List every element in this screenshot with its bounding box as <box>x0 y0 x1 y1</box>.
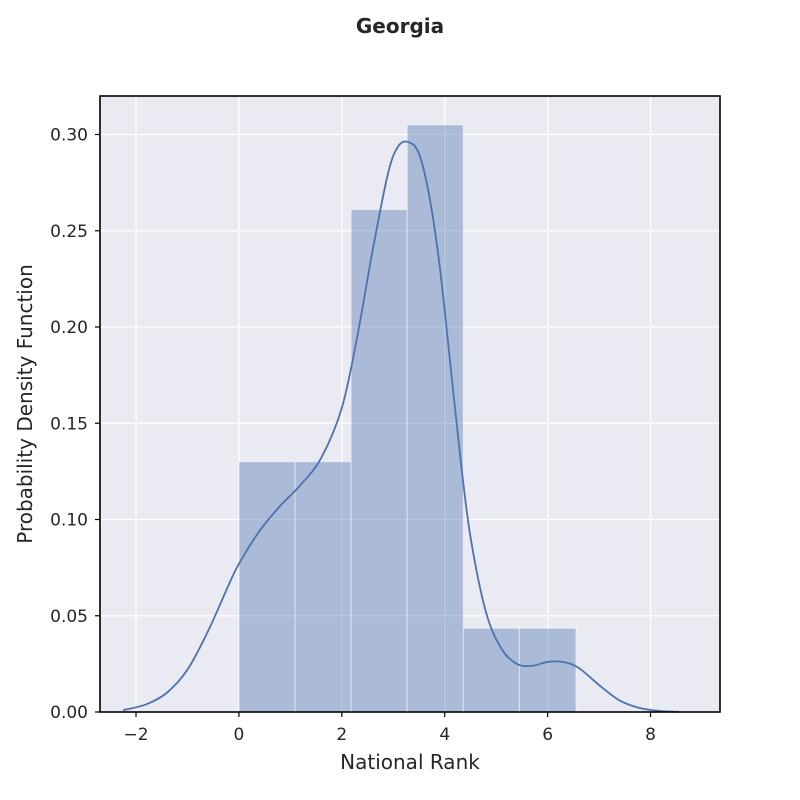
histogram-bar <box>518 627 577 713</box>
plot-frame <box>99 95 721 713</box>
histogram-bars <box>238 124 577 713</box>
x-tick-label: 6 <box>542 725 553 745</box>
histogram-bar <box>406 124 464 713</box>
y-tick-label: 0.00 <box>50 703 88 723</box>
y-axis-label: Probability Density Function <box>13 264 37 544</box>
x-axis-label: National Rank <box>340 750 480 774</box>
x-tick-label: −2 <box>123 725 148 745</box>
x-tick-label: 4 <box>439 725 450 745</box>
y-tick-label: 0.30 <box>50 126 88 146</box>
histogram-bar <box>462 627 520 713</box>
histogram-bar <box>238 461 296 713</box>
plot-area <box>100 96 720 712</box>
grid <box>100 96 720 713</box>
x-axis-ticks: −2 0 2 4 6 8 <box>123 712 656 745</box>
y-axis-ticks: 0.00 0.05 0.10 0.15 0.20 0.25 0.30 <box>50 126 100 723</box>
chart-title: Georgia <box>356 14 444 38</box>
y-tick-label: 0.05 <box>50 607 88 627</box>
y-tick-label: 0.20 <box>50 318 88 338</box>
histogram-bar <box>294 461 352 713</box>
x-tick-label: 0 <box>234 725 245 745</box>
histogram-bar <box>350 209 408 713</box>
kde-line <box>122 140 679 713</box>
y-tick-label: 0.25 <box>50 222 88 242</box>
y-tick-label: 0.10 <box>50 511 88 531</box>
y-tick-label: 0.15 <box>50 414 88 434</box>
x-tick-label: 2 <box>336 725 347 745</box>
x-tick-label: 8 <box>645 725 656 745</box>
